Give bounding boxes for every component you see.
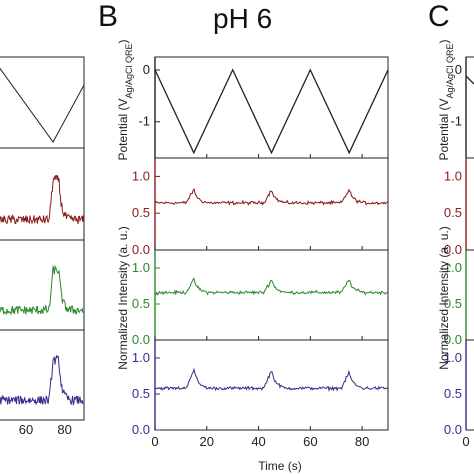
- series-potential-line: [154, 68, 389, 155]
- left-subplot-frame: [0, 329, 85, 421]
- right-y-tick-label: 1.0: [444, 168, 462, 183]
- panel-letter-b: B: [98, 0, 118, 33]
- y-tick-label: 0.0: [132, 422, 150, 437]
- subplot-red: 0.0 0.5 1.0: [132, 157, 389, 257]
- y-axis-label-potential: Potential (VAg/AgCl QRE): [116, 39, 134, 160]
- y-axis-label-potential-c: Potential (VAg/AgCl QRE): [437, 39, 455, 160]
- left-series-line: [0, 174, 84, 225]
- x-tick-label: 20: [200, 434, 214, 449]
- right-y-tick-label: 0.5: [444, 296, 462, 311]
- right-subplot-frame: [465, 157, 474, 251]
- x-axis-label: Time (s): [258, 459, 302, 473]
- right-subplot-frame: [465, 249, 474, 341]
- left-subplot-frame: [0, 147, 85, 241]
- right-y-tick-label: 0.0: [444, 242, 462, 257]
- figure-title: pH 6: [213, 3, 272, 34]
- x-tick-label: 0: [151, 434, 158, 449]
- right-subplot-1: 0.0 0.5 1.0: [444, 157, 474, 257]
- left-subplot-3: [0, 329, 85, 421]
- right-y-tick-label: 0.0: [444, 332, 462, 347]
- y-tick-label: 0.0: [132, 332, 150, 347]
- center-panel: 0 -1 0.0 0.5 1.0 0.0 0.5 1.0 0.0 0.5 1.0 0 20 40 60 80: [132, 56, 389, 449]
- right-y-tick-label: 0.5: [444, 205, 462, 220]
- y-axis-label-potential-c-suffix: ): [437, 39, 451, 43]
- subplot-frame-green: [154, 249, 389, 341]
- subplot-green: 0.0 0.5 1.0: [132, 249, 389, 347]
- y-tick-label: -1: [138, 114, 150, 129]
- series-blue-line: [154, 367, 389, 393]
- left-partial-panel: 60 80: [0, 56, 85, 437]
- right-y-tick-label: 0.5: [444, 386, 462, 401]
- right-y-tick-label: 1.0: [444, 260, 462, 275]
- right-partial-panel: 0 -1 0.0 0.5 1.0 0.0 0.5 1.0 0.0 0.5 1.0 0: [444, 56, 474, 449]
- right-subplot-frame: [465, 339, 474, 431]
- y-axis-label-intensity: Normalized Intensity (a. u.): [116, 226, 130, 369]
- y-axis-label-potential-c-sub: Ag/AgCl QRE: [445, 43, 455, 98]
- left-subplot-2: [0, 239, 85, 331]
- y-tick-label: 0.5: [132, 205, 150, 220]
- right-series-line: [465, 75, 474, 85]
- y-tick-label: 0: [143, 62, 150, 77]
- y-axis-label-potential-c-prefix: Potential (V: [437, 98, 451, 160]
- right-subplot-frame: [465, 56, 474, 159]
- left-series-line: [0, 354, 84, 406]
- subplot-frame-blue: [154, 339, 389, 431]
- y-axis-label-potential-prefix: Potential (V: [116, 98, 130, 160]
- subplot-frame-red: [154, 157, 389, 251]
- panel-letter-c: C: [428, 0, 450, 33]
- y-axis-label-intensity-c: Normalized Intensity (a. u.): [437, 226, 451, 369]
- subplot-potential: 0 -1: [138, 56, 389, 159]
- left-series-line: [0, 265, 84, 316]
- right-y-tick-label: 0.0: [444, 422, 462, 437]
- right-subplot-2: 0.0 0.5 1.0: [444, 249, 474, 347]
- y-tick-label: 0.5: [132, 386, 150, 401]
- y-tick-label: 1.0: [132, 260, 150, 275]
- y-axis-label-potential-sub: Ag/AgCl QRE: [124, 43, 134, 98]
- left-subplot-1: [0, 147, 85, 241]
- y-tick-label: 0.5: [132, 296, 150, 311]
- y-tick-label: 0.0: [132, 242, 150, 257]
- right-x-tick-label: 0: [462, 434, 469, 449]
- y-tick-label: 1.0: [132, 168, 150, 183]
- x-tick-label: 60: [303, 434, 317, 449]
- subplot-frame-potential: [154, 56, 389, 159]
- left-x-tick-label: 60: [19, 422, 33, 437]
- left-subplot-frame: [0, 239, 85, 331]
- y-axis-label-potential-suffix: ): [116, 39, 130, 43]
- x-tick-label: 80: [355, 434, 369, 449]
- left-subplot-0: [0, 56, 85, 149]
- series-red-line: [154, 188, 389, 206]
- left-subplot-frame: [0, 56, 85, 149]
- x-tick-label: 40: [251, 434, 265, 449]
- left-x-tick-label: 80: [57, 422, 71, 437]
- y-tick-label: 1.0: [132, 350, 150, 365]
- left-series-line: [0, 67, 85, 143]
- subplot-blue: 0.0 0.5 1.0: [132, 339, 389, 437]
- right-y-tick-label: 1.0: [444, 350, 462, 365]
- series-green-line: [154, 277, 389, 296]
- right-subplot-3: 0.0 0.5 1.0: [444, 339, 474, 437]
- right-subplot-0: 0 -1: [450, 56, 474, 159]
- right-y-tick-label: -1: [450, 114, 462, 129]
- right-y-tick-label: 0: [455, 62, 462, 77]
